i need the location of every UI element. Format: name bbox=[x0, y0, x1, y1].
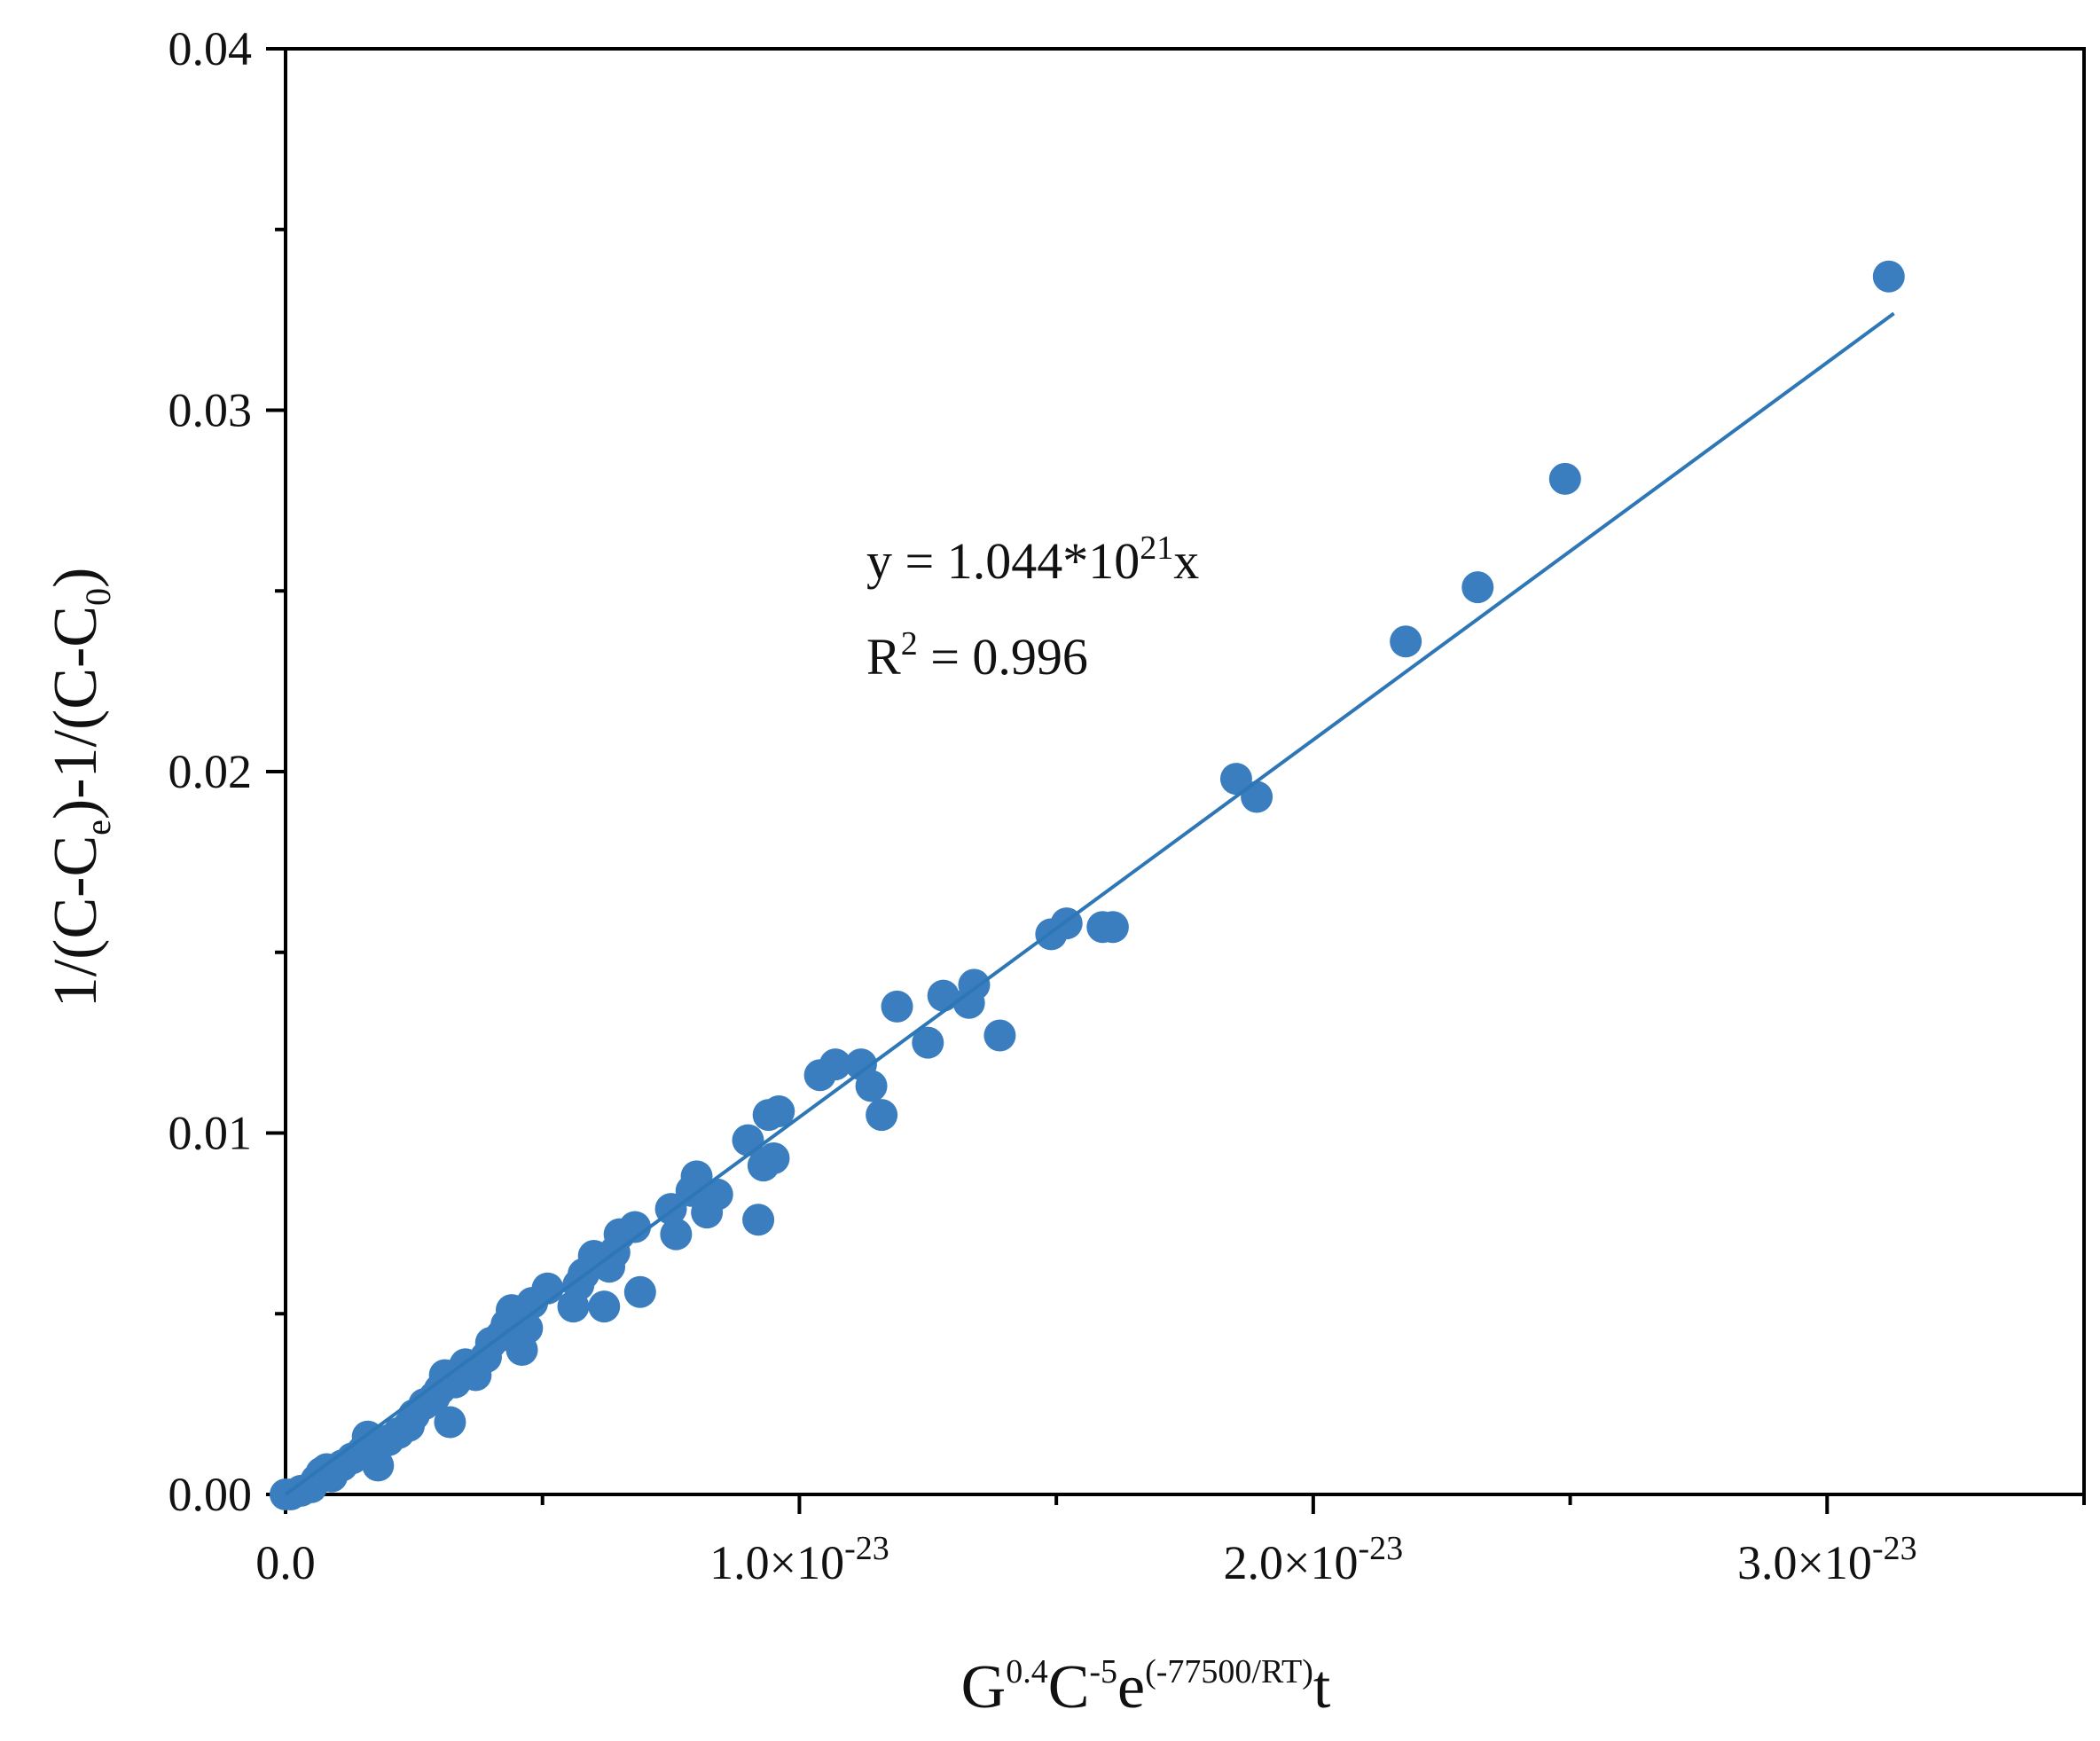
r-squared: R2 = 0.996 bbox=[866, 625, 1088, 686]
y-tick-label: 0.03 bbox=[168, 384, 253, 437]
y-tick-label: 0.02 bbox=[168, 745, 253, 798]
data-points bbox=[270, 260, 1905, 1510]
x-axis-title: G0.4C-5e(-77500/RT)t bbox=[961, 1653, 1331, 1721]
data-point bbox=[680, 1160, 713, 1193]
x-tick-label: 2.0×10-23 bbox=[1224, 1530, 1404, 1589]
data-point bbox=[588, 1290, 621, 1323]
data-point bbox=[1241, 780, 1273, 813]
data-point bbox=[1548, 462, 1581, 495]
data-point bbox=[912, 1026, 944, 1059]
y-tick-label: 0.01 bbox=[168, 1107, 253, 1160]
data-point bbox=[881, 990, 913, 1023]
data-point bbox=[1872, 260, 1905, 293]
data-point bbox=[763, 1095, 795, 1128]
data-point bbox=[1219, 763, 1252, 796]
fit-line bbox=[284, 311, 1895, 1496]
data-point bbox=[531, 1272, 564, 1305]
x-tick-label: 1.0×10-23 bbox=[709, 1530, 889, 1589]
fit-line-group bbox=[284, 311, 1895, 1496]
data-point bbox=[660, 1218, 693, 1251]
y-tick-label: 0.04 bbox=[168, 22, 253, 75]
data-point bbox=[434, 1406, 466, 1439]
data-point bbox=[1461, 571, 1494, 604]
data-point bbox=[757, 1142, 790, 1175]
data-point bbox=[742, 1204, 775, 1236]
y-tick-label: 0.00 bbox=[168, 1468, 253, 1521]
fit-equation: y = 1.044*1021x bbox=[866, 529, 1199, 590]
data-point bbox=[819, 1048, 851, 1081]
data-point bbox=[1096, 911, 1129, 944]
data-point bbox=[511, 1312, 544, 1345]
data-point bbox=[701, 1178, 733, 1211]
data-point bbox=[362, 1449, 395, 1482]
axis-tick-labels: 0.0 1.0×10-23 2.0×10-23 3.0×10-23 0.00 0.01 0.… bbox=[168, 22, 1917, 1589]
y-axis-title: 1/(C-Ce)-1/(C-C0) bbox=[42, 568, 118, 1008]
x-tick-label: 3.0×10-23 bbox=[1737, 1530, 1917, 1589]
data-point bbox=[866, 1099, 898, 1132]
data-point bbox=[983, 1019, 1016, 1052]
x-tick-label: 0.0 bbox=[255, 1536, 316, 1589]
data-point bbox=[623, 1275, 656, 1308]
data-point bbox=[855, 1070, 888, 1102]
data-point bbox=[1390, 625, 1422, 658]
data-point bbox=[619, 1211, 652, 1243]
